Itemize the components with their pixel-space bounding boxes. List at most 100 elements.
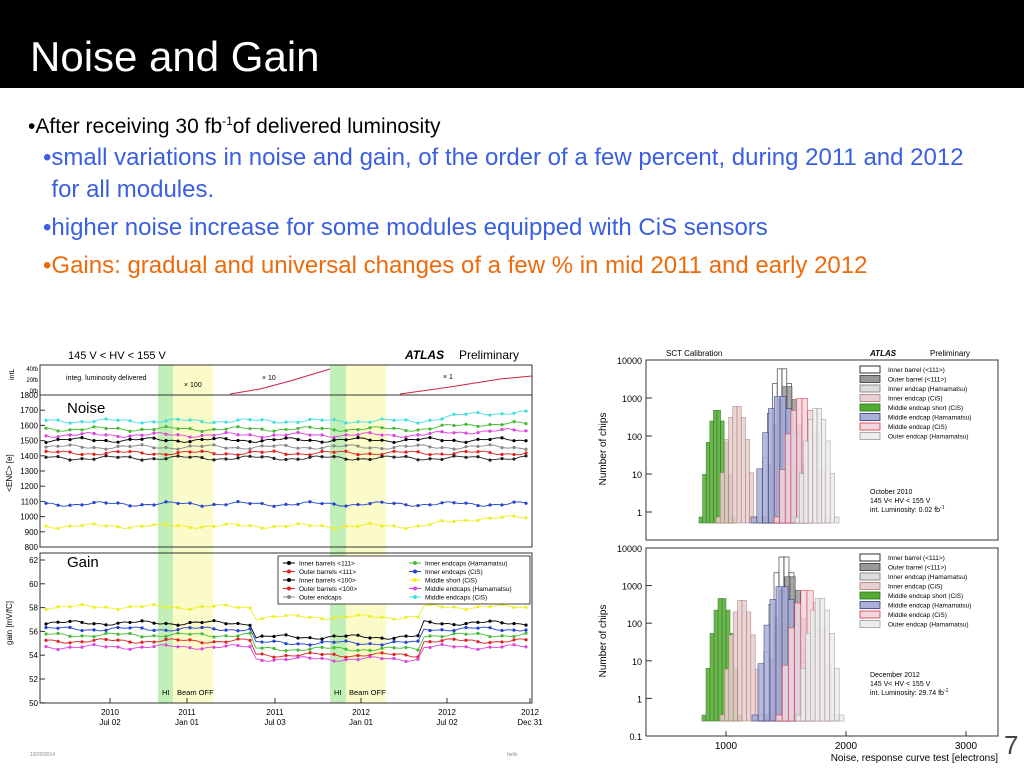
histogram-bin: [741, 600, 747, 722]
series-point: [512, 638, 516, 642]
series-point: [524, 638, 528, 642]
series-point: [296, 655, 300, 659]
legend-entry: Outer endcaps: [299, 595, 342, 602]
series-point: [320, 617, 324, 621]
series-point: [344, 639, 348, 643]
series-point: [164, 445, 168, 450]
series-point: [476, 411, 480, 415]
title-bar: Noise and Gain: [0, 0, 1024, 88]
series-point: [272, 524, 276, 529]
intl-tick: 0fb: [30, 389, 39, 395]
series-point: [320, 440, 324, 444]
histogram-bin: [821, 418, 827, 524]
series-point: [152, 452, 156, 456]
series-point: [140, 503, 144, 507]
histogram-bin: [701, 714, 707, 722]
series-point: [392, 639, 396, 644]
series-point: [308, 651, 312, 655]
series-point: [344, 449, 348, 453]
series-point: [248, 638, 252, 642]
band-label: Beam OFF: [349, 688, 386, 697]
gain-tick: 52: [29, 675, 38, 684]
series-point: [224, 437, 228, 441]
series-point: [320, 446, 324, 450]
series-point: [140, 524, 144, 528]
legend-swatch: [859, 413, 881, 421]
series-point: [152, 640, 156, 644]
histogram-bin: [749, 472, 755, 524]
series-point: [440, 446, 444, 450]
series-point: [248, 447, 252, 451]
histogram-bin: [814, 598, 821, 722]
series-point: [500, 446, 504, 450]
series-point: [440, 417, 444, 421]
series-point: [416, 438, 420, 442]
series-point: [404, 450, 408, 454]
series-point: [176, 605, 180, 610]
series-point: [92, 500, 96, 505]
bullet-dot: •: [43, 252, 52, 279]
series-point: [224, 603, 228, 607]
histogram-bin: [775, 586, 783, 722]
series-point: [260, 439, 264, 443]
series-point: [212, 619, 216, 623]
series-point: [464, 455, 468, 459]
series-point: [140, 458, 144, 462]
legend-swatch: [859, 403, 881, 412]
series-point: [56, 620, 60, 624]
series-point: [476, 437, 480, 441]
series-point: [176, 454, 180, 458]
lumi-label: integ. luminosity delivered: [66, 375, 147, 382]
series-point: [296, 430, 300, 435]
sub-bullet-text: small variations in noise and gain, of t…: [51, 144, 964, 203]
series-point: [224, 640, 228, 644]
bullet-dot: •: [43, 144, 52, 171]
x-tick-year: 2010: [101, 708, 119, 717]
series-point: [344, 428, 348, 433]
legend-entry: Middle endcap (Hamamatsu): [888, 603, 971, 610]
series-point: [368, 420, 372, 424]
x-tick-date: Jul 03: [264, 718, 286, 727]
series-point: [488, 422, 492, 427]
legend-marker: [287, 586, 291, 591]
series-point: [476, 626, 480, 630]
legend-entry: Outer barrels <100>: [299, 586, 357, 593]
series-point: [320, 433, 324, 437]
legend-swatch: [859, 601, 881, 609]
series-point: [416, 443, 420, 447]
series-point: [248, 454, 252, 458]
series-point: [68, 438, 72, 442]
series-point: [140, 421, 144, 425]
series-point: [296, 636, 300, 640]
series-point: [416, 421, 420, 425]
series-point: [428, 503, 432, 507]
run-band: [173, 365, 213, 703]
series-point: [392, 656, 396, 661]
series-point: [284, 657, 288, 662]
noise-tick: 900: [25, 528, 39, 537]
histogram-bin: [799, 473, 805, 524]
series-point: [248, 627, 252, 631]
series-point: [248, 606, 252, 610]
sub-bullet-2: •higher noise increase for some modules …: [43, 212, 1018, 244]
series-point: [320, 656, 324, 661]
series-point: [44, 501, 48, 505]
histogram-bin: [779, 469, 786, 524]
series-point: [308, 636, 312, 640]
series-point: [236, 500, 240, 504]
series-point: [512, 628, 516, 632]
info-bottom-lumi: int. Luminosity: 29.74 fb-1: [870, 688, 949, 697]
series-point: [104, 438, 108, 443]
series-point: [128, 647, 132, 651]
legend-swatch: [859, 582, 881, 590]
series-point: [356, 420, 360, 424]
series-point: [164, 457, 168, 461]
legend-marker: [287, 569, 291, 574]
series-point: [260, 634, 264, 638]
series-point: [44, 632, 48, 636]
noise-tick: 1800: [20, 391, 38, 400]
series-point: [248, 623, 252, 627]
series-point: [296, 426, 300, 431]
series-point: [200, 433, 204, 438]
histogram-bin: [795, 714, 802, 722]
